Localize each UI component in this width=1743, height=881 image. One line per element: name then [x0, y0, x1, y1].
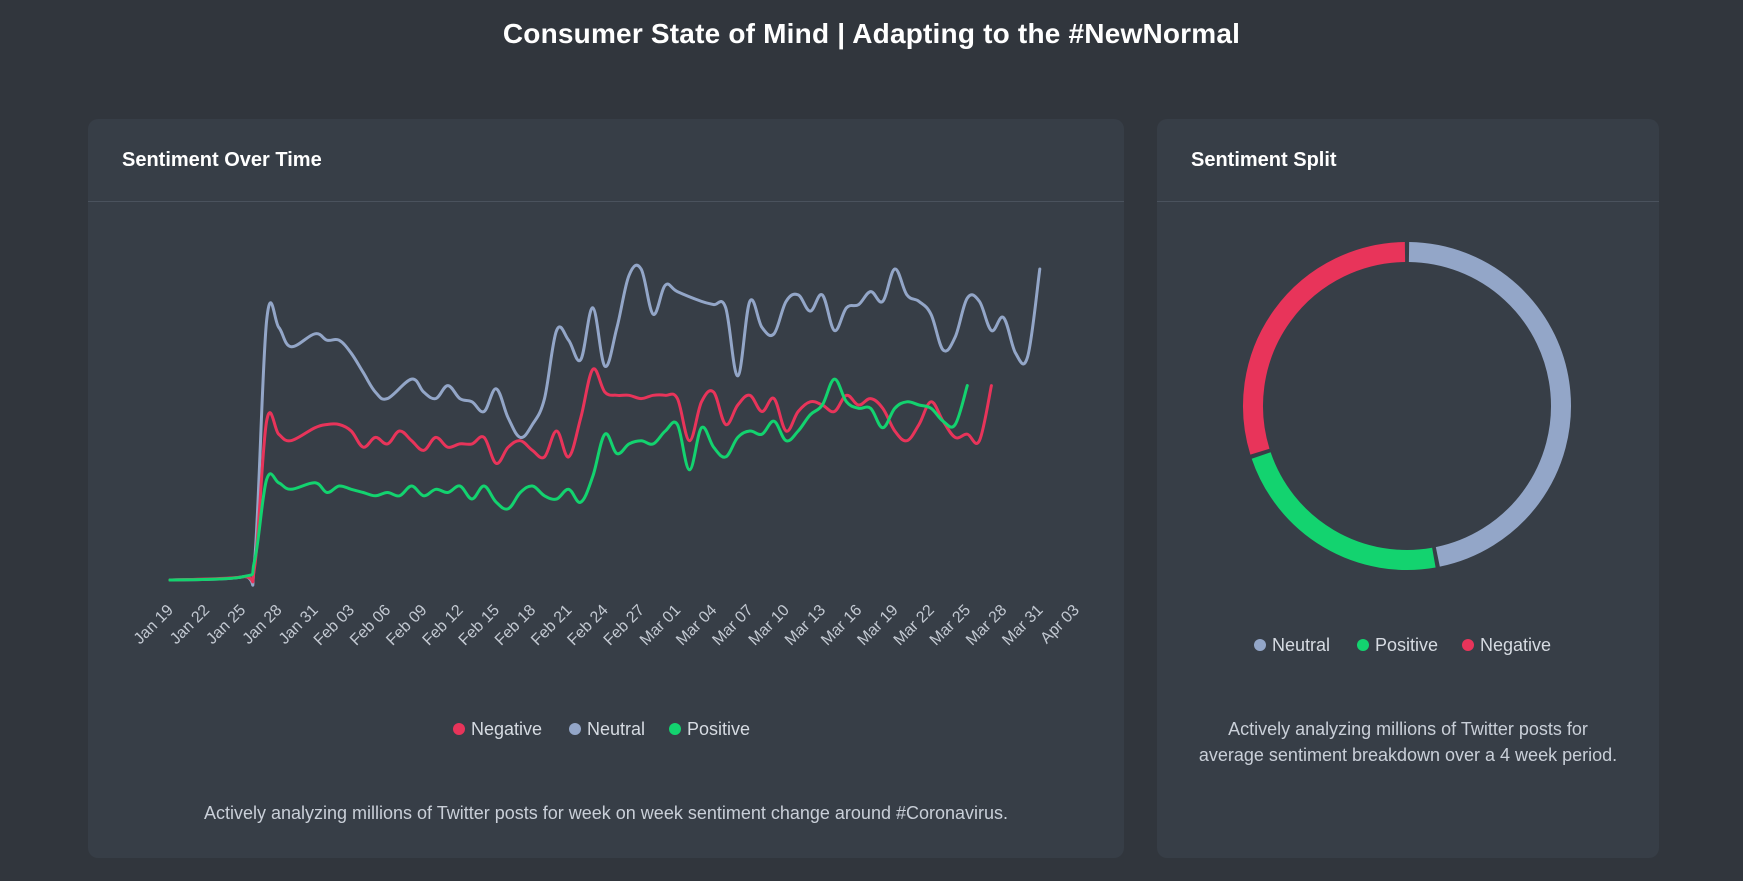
legend-marker-negative: [1462, 639, 1474, 651]
legend-label-negative: Negative: [1480, 635, 1551, 655]
sentiment-split-footnote-line: average sentiment breakdown over a 4 wee…: [1198, 745, 1618, 765]
legend-marker-neutral: [1254, 639, 1266, 651]
x-tick-label: Jan 25: [203, 602, 249, 648]
sentiment-over-time-footnote: Actively analyzing millions of Twitter p…: [203, 803, 1009, 823]
legend-marker-positive: [669, 723, 681, 735]
x-tick-label: Apr 03: [1037, 602, 1082, 647]
legend-label-positive: Positive: [687, 719, 750, 739]
sentiment-over-time-title: Sentiment Over Time: [88, 119, 1124, 202]
page-title: Consumer State of Mind | Adapting to the…: [502, 18, 1241, 49]
legend-label-negative: Negative: [471, 719, 542, 739]
sentiment-split-footnote: Actively analyzing millions of Twitter p…: [1177, 716, 1639, 768]
series-line-positive: [168, 377, 969, 582]
series-line-neutral: [168, 263, 1042, 587]
legend-label-neutral: Neutral: [587, 719, 645, 739]
legend-marker-negative: [453, 723, 465, 735]
x-tick-label: Jan 28: [240, 602, 286, 648]
legend-marker-positive: [1357, 639, 1369, 651]
x-tick-label: Jan 22: [167, 602, 213, 648]
donut-slice-neutral: [1408, 242, 1571, 567]
legend-marker-neutral: [569, 723, 581, 735]
legend-label-neutral: Neutral: [1272, 635, 1330, 655]
x-tick-label: Mar 31: [999, 602, 1046, 649]
donut-slice-negative: [1243, 242, 1406, 455]
donut-slice-positive: [1251, 452, 1436, 570]
sentiment-over-time-card: Sentiment Over Time Jan 19 Jan 22 Jan 25 Ja…: [88, 119, 1124, 858]
sentiment-split-title: Sentiment Split: [1157, 119, 1659, 202]
x-tick-label: Jan 19: [131, 602, 177, 648]
series-line-negative: [168, 367, 993, 584]
sentiment-split-footnote-line: Actively analyzing millions of Twitter p…: [1228, 719, 1588, 739]
sentiment-split-card: Sentiment Split Neutral Positive Negative …: [1157, 119, 1659, 858]
sentiment-donut-chart: Neutral Positive Negative: [1243, 242, 1571, 655]
legend-label-positive: Positive: [1375, 635, 1438, 655]
